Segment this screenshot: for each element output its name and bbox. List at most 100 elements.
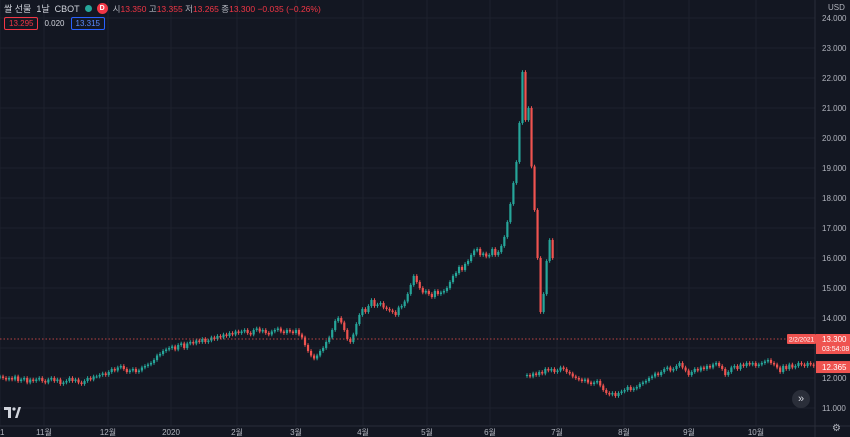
candle-body (355, 324, 358, 335)
candle-body (754, 363, 757, 366)
candle-body (772, 363, 776, 365)
candle (183, 341, 186, 350)
settings-gear-icon[interactable]: ⚙ (832, 423, 841, 434)
interval-label[interactable]: 1날 (36, 4, 50, 14)
candle (80, 380, 83, 386)
candle-body (312, 355, 316, 359)
candle (122, 364, 125, 371)
candle-body (730, 367, 733, 372)
candle (337, 316, 340, 323)
candle-body (104, 373, 107, 375)
candle-body (568, 372, 571, 374)
candle-body (562, 367, 565, 369)
candle (699, 365, 702, 373)
candle (361, 307, 364, 317)
candle (68, 376, 71, 383)
candle (681, 361, 684, 370)
candle-body (533, 166, 536, 210)
candle (86, 376, 89, 383)
time-tick-label: 2020 (162, 428, 180, 437)
candle-body (528, 375, 532, 377)
candle-body (525, 375, 529, 376)
candle (568, 370, 571, 376)
symbol-name[interactable]: 쌀 선물 (4, 4, 32, 14)
time-tick-label: 11월 (36, 427, 52, 437)
candle (791, 362, 794, 370)
candle-body (297, 330, 301, 335)
candle-body (35, 379, 38, 381)
candle-body (794, 366, 797, 368)
candle-body (17, 376, 20, 381)
candle (186, 341, 189, 350)
price-tick-label: 17.000 (822, 224, 847, 233)
candle-body (509, 204, 512, 222)
candle (806, 361, 809, 368)
candle (678, 361, 681, 368)
candle (400, 304, 403, 310)
candle (7, 376, 11, 382)
candle (785, 364, 788, 371)
candle-body (521, 72, 524, 123)
candle (249, 331, 252, 337)
candle-body (620, 391, 623, 393)
candle-body (485, 253, 488, 257)
buy-button[interactable]: 13.315 (70, 17, 105, 30)
candle (605, 388, 608, 395)
candle (539, 256, 542, 314)
candle (367, 304, 370, 314)
candle-body (638, 384, 641, 387)
candle-body (340, 318, 343, 323)
candle (273, 328, 276, 334)
tradingview-logo-icon[interactable] (4, 404, 21, 421)
candle (41, 376, 44, 383)
scroll-to-realtime-button[interactable]: » (792, 390, 810, 408)
candle-body (86, 378, 89, 381)
candle (718, 361, 721, 368)
candle-body (234, 331, 237, 335)
price-tick-label: 11.000 (822, 404, 846, 413)
candle (204, 337, 207, 344)
candle (149, 361, 153, 367)
candle (322, 346, 325, 353)
candle (524, 70, 527, 122)
candle-body (26, 378, 29, 383)
candle-body (128, 370, 131, 372)
candle-body (0, 376, 2, 378)
candle (794, 364, 797, 370)
candle-body (316, 355, 319, 359)
delayed-data-badge[interactable]: D (96, 3, 108, 14)
currency-label[interactable]: USD (828, 3, 845, 12)
candle-body (228, 333, 231, 336)
candle-body (727, 372, 730, 375)
candle (769, 358, 773, 365)
time-tick-label: 9월 (683, 427, 695, 437)
candle-body (632, 388, 635, 390)
low-label: 저 (185, 3, 193, 14)
candle-body (285, 330, 288, 333)
candle-body (20, 379, 23, 381)
candle-body (497, 252, 500, 255)
ohlc-values: 시13.350 고13.355 저13.265 종13.300 −0.035 (… (113, 3, 321, 15)
candle (270, 329, 273, 337)
candle (177, 343, 180, 352)
candle (415, 274, 418, 284)
candle-body (101, 373, 104, 375)
candle-body (300, 334, 304, 338)
candle-body (183, 343, 186, 348)
sell-button[interactable]: 13.295 (4, 17, 39, 30)
candle (397, 305, 400, 317)
candle (89, 376, 92, 382)
time-tick-label: 6월 (484, 427, 496, 437)
candle (343, 320, 346, 332)
candle (394, 310, 397, 317)
candle (168, 346, 171, 352)
candle-body (379, 303, 382, 305)
candle (812, 362, 815, 368)
candle-body (343, 322, 346, 330)
candle-body (325, 342, 328, 348)
candle (95, 374, 98, 379)
candle (328, 335, 331, 344)
time-axis[interactable]: 1 11월 12월 2020 2월 3월 4월 5월 6월 7월 8월 9월 10월 (0, 425, 850, 437)
candle-body (539, 258, 542, 312)
